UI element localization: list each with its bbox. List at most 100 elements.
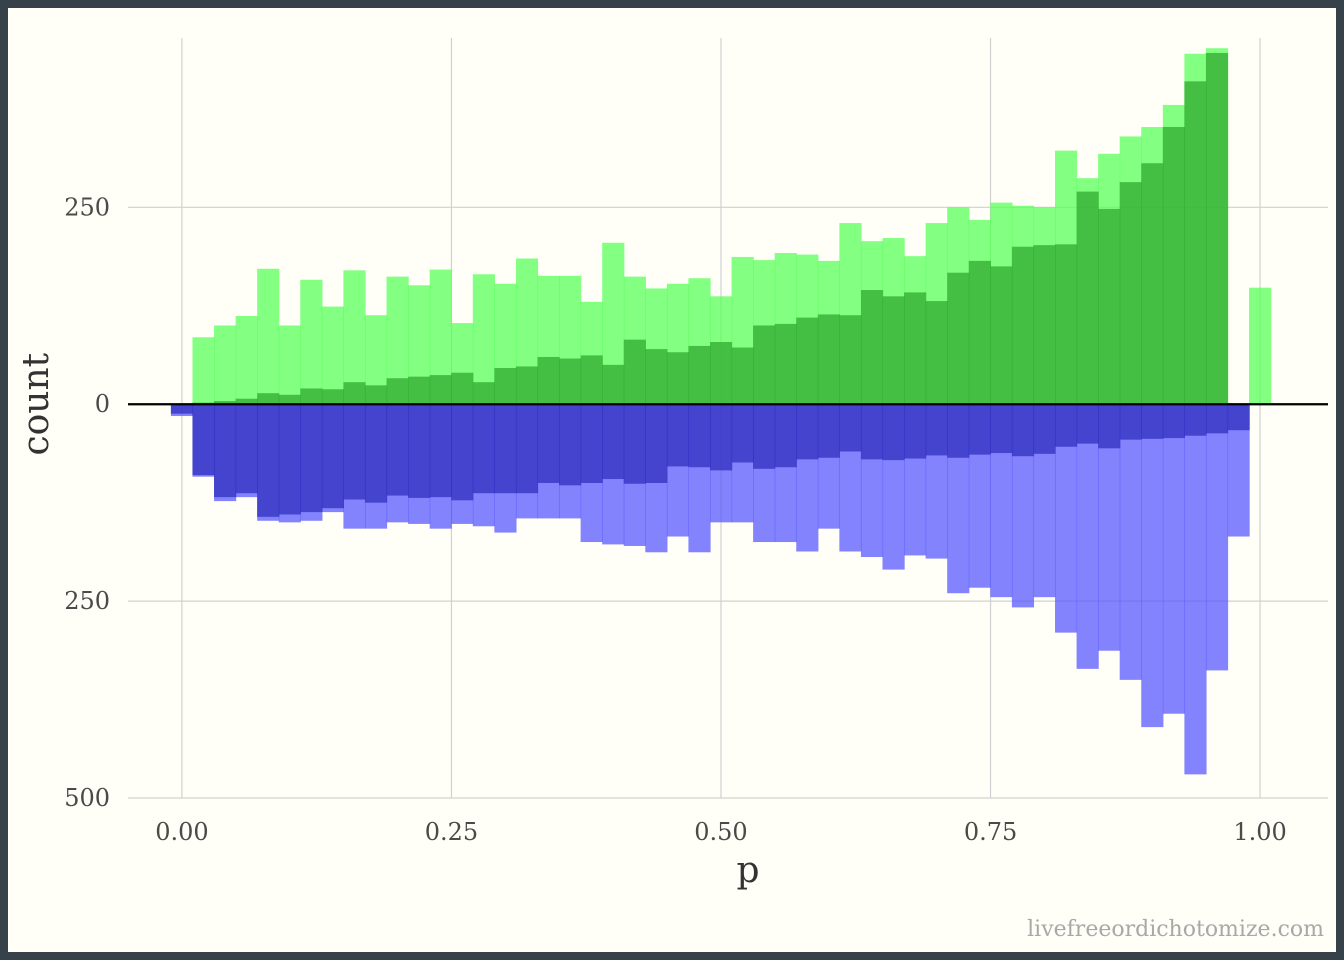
bar-s2-b47 — [1184, 404, 1207, 775]
bar-s3-b48 — [1205, 404, 1229, 434]
bar-s1-b7 — [321, 389, 345, 405]
bar-s1-b8 — [343, 382, 366, 405]
bar-s1-b12 — [429, 375, 452, 405]
bar-s3-b46 — [1162, 404, 1185, 439]
bar-s3-b34 — [904, 404, 927, 459]
bar-s1-b23 — [666, 352, 690, 405]
bar-s0-b8 — [343, 270, 366, 405]
bar-s1-b3 — [235, 398, 258, 405]
bar-s0-b5 — [278, 325, 301, 405]
x-tick-labels: 0.00 0.25 0.50 0.75 1.00 — [155, 818, 1287, 846]
bar-s3-b37 — [968, 404, 991, 455]
bar-s1-b33 — [882, 296, 905, 405]
bar-s3-b20 — [602, 404, 625, 480]
bar-s3-b11 — [408, 404, 431, 498]
y-tick-label: 250 — [64, 587, 110, 615]
bar-s0-b12 — [429, 269, 452, 405]
bar-s1-b40 — [1033, 245, 1056, 405]
y-tick-label: 250 — [64, 193, 110, 221]
bar-s3-b19 — [580, 404, 603, 483]
bar-s1-b25 — [709, 342, 733, 405]
bar-s3-b29 — [796, 404, 819, 460]
bar-s3-b30 — [817, 404, 840, 458]
credit-text: livefreeordichotomize.com — [1027, 917, 1324, 942]
bar-s2-b44 — [1119, 404, 1142, 680]
bar-s1-b2 — [214, 401, 237, 405]
bar-s1-b42 — [1076, 191, 1099, 405]
x-axis-title: p — [736, 850, 759, 891]
bar-s1-b10 — [386, 378, 409, 405]
bar-s3-b17 — [537, 404, 560, 483]
bar-s0-b10 — [386, 276, 409, 405]
bar-s1-b36 — [947, 272, 970, 405]
bar-s3-b43 — [1098, 404, 1121, 449]
bar-s3-b27 — [753, 404, 776, 469]
bar-s3-b6 — [300, 404, 323, 513]
bar-s3-b41 — [1055, 404, 1078, 447]
bar-s0-b4 — [257, 268, 280, 405]
bar-s3-b16 — [515, 404, 539, 494]
y-axis-title: count — [16, 352, 57, 455]
bar-s2-b42 — [1076, 404, 1099, 669]
bar-s1-b21 — [623, 339, 646, 405]
bar-s3-b33 — [882, 404, 905, 461]
bar-s3-b8 — [343, 404, 366, 500]
x-tick-label: 0.25 — [425, 818, 478, 846]
bar-s3-b21 — [623, 404, 646, 484]
bar-s0-b1 — [192, 337, 215, 405]
bar-s1-b39 — [1011, 246, 1035, 405]
y-tick-label: 500 — [64, 784, 110, 812]
bar-s3-b36 — [947, 404, 970, 458]
bar-s1-b17 — [537, 356, 560, 405]
bar-s3-b24 — [688, 404, 711, 468]
bar-s3-b9 — [364, 404, 388, 503]
x-tick-label: 0.00 — [155, 818, 208, 846]
bar-s0-b6 — [300, 279, 323, 405]
bar-s0-b11 — [408, 285, 431, 405]
bar-s3-b25 — [709, 404, 733, 471]
bar-s3-b0 — [170, 404, 194, 414]
bar-s3-b10 — [386, 404, 409, 496]
bar-s1-b38 — [990, 266, 1013, 405]
bar-s1-b37 — [968, 260, 991, 405]
bar-s3-b15 — [494, 404, 517, 494]
histogram-bars — [170, 48, 1272, 775]
bar-s1-b30 — [817, 314, 840, 405]
bar-s1-b11 — [408, 376, 431, 405]
bar-s1-b24 — [688, 345, 711, 405]
bar-s1-b31 — [839, 315, 862, 405]
bar-s2-b49 — [1227, 404, 1250, 537]
series-1 — [192, 52, 1229, 405]
bar-s1-b26 — [731, 347, 754, 405]
y-tick-label: 0 — [95, 390, 110, 418]
bar-s1-b22 — [645, 349, 668, 405]
bar-s3-b5 — [278, 404, 301, 515]
series-3 — [170, 404, 1250, 517]
bar-s3-b40 — [1033, 404, 1056, 454]
bar-s1-b13 — [451, 372, 474, 405]
bar-s3-b35 — [925, 404, 948, 456]
bar-s3-b42 — [1076, 404, 1099, 444]
bar-s3-b49 — [1227, 404, 1250, 431]
x-tick-label: 1.00 — [1233, 818, 1286, 846]
bar-s2-b41 — [1055, 404, 1078, 633]
bar-s1-b34 — [904, 292, 927, 405]
bar-s1-b45 — [1141, 163, 1164, 405]
bar-s3-b32 — [860, 404, 884, 460]
bar-s3-b23 — [666, 404, 690, 467]
bar-s0-b7 — [321, 306, 345, 405]
bar-s1-b19 — [580, 355, 603, 405]
bar-s1-b47 — [1184, 81, 1207, 405]
bar-s1-b48 — [1205, 52, 1229, 405]
bar-s1-b32 — [860, 290, 884, 405]
bar-s2-b43 — [1098, 404, 1121, 651]
bar-s3-b44 — [1119, 404, 1142, 440]
bar-s1-b27 — [753, 325, 776, 405]
bar-s1-b6 — [300, 388, 323, 405]
bar-s3-b18 — [559, 404, 582, 486]
bar-s1-b35 — [925, 301, 948, 405]
bar-s2-b45 — [1141, 404, 1164, 728]
bar-s3-b39 — [1011, 404, 1035, 457]
bar-s1-b4 — [257, 393, 280, 405]
bar-s1-b43 — [1098, 208, 1121, 405]
